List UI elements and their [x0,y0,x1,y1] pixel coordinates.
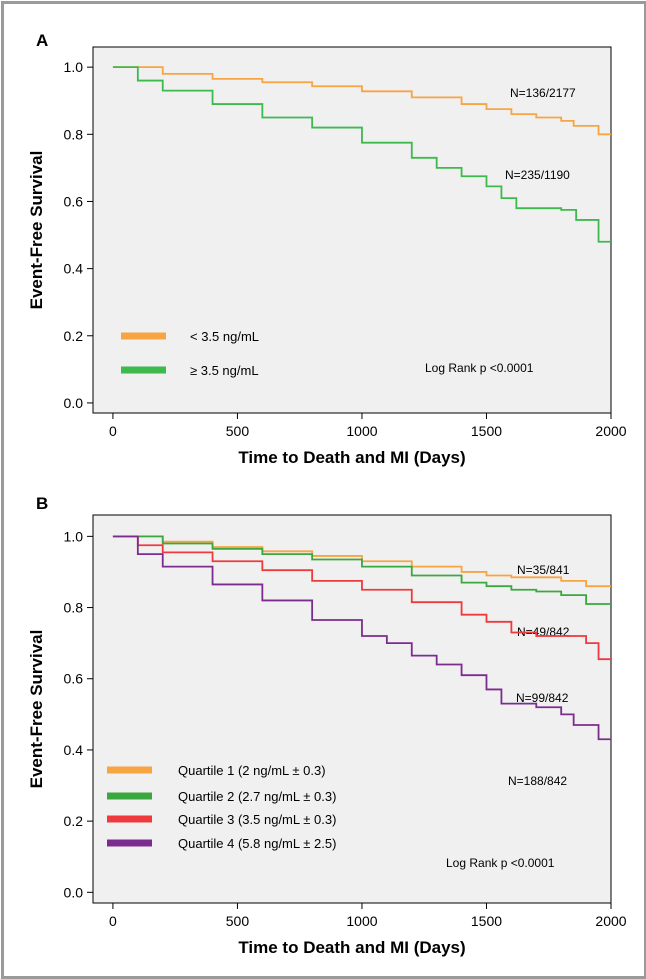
x-tick-label: 500 [226,913,250,929]
series-line-1 [112,66,611,136]
count-label-2: N=235/1190 [505,168,570,182]
x-tick-label: 0 [109,913,117,929]
y-tick-label: 0.6 [64,193,84,209]
y-tick-label: 0.4 [64,742,84,758]
legend-label-2: ≥ 3.5 ng/mL [190,363,259,378]
series-line-4 [112,535,611,741]
legend-label-1: < 3.5 ng/mL [190,329,259,344]
chart-panel-b: B 0.0 0.2 0.4 0.6 0.8 1.0 0 500 1000 1500 2000 Time … [27,494,627,957]
y-tick-label: 0.4 [64,261,84,277]
x-tick-label: 1000 [346,913,377,929]
y-tick-label: 0.2 [64,813,84,829]
series-line-2 [112,66,611,243]
y-tick-label: 0.6 [64,671,84,687]
y-tick-label: 0.8 [64,600,84,616]
plot-area [92,46,612,414]
y-axis-title: Event-Free Survival [27,151,46,310]
y-tick-label: 1.0 [64,528,84,544]
x-tick-label: 1000 [346,423,377,439]
x-axis-title: Time to Death and MI (Days) [238,938,465,957]
legend-label-4: Quartile 4 (5.8 ng/mL ± 2.5) [178,836,336,851]
y-tick-label: 0.2 [64,328,84,344]
plot-area [92,514,612,904]
x-tick-label: 500 [226,423,250,439]
count-label-1: N=35/841 [517,563,570,577]
x-tick-label: 0 [109,423,117,439]
legend-label-1: Quartile 1 (2 ng/mL ± 0.3) [178,763,326,778]
log-rank-annotation: Log Rank p <0.0001 [446,856,555,870]
x-tick-label: 2000 [595,913,626,929]
panel-label: B [36,494,48,513]
x-tick-label: 2000 [595,423,626,439]
x-axis-title: Time to Death and MI (Days) [238,448,465,467]
series-line-3 [112,535,611,661]
legend-label-3: Quartile 3 (3.5 ng/mL ± 0.3) [178,812,336,827]
y-tick-label: 0.0 [64,884,84,900]
panel-label: A [36,31,48,50]
count-label-4: N=188/842 [508,774,567,788]
y-tick-label: 1.0 [64,59,84,75]
log-rank-annotation: Log Rank p <0.0001 [425,361,534,375]
x-tick-label: 1500 [471,423,502,439]
count-label-1: N=136/2177 [510,86,576,100]
x-tick-label: 1500 [471,913,502,929]
chart-panel-a: A 0.0 0.2 0.4 0.6 0.8 1.0 0 500 1000 1500 2000 Time … [27,31,627,467]
y-axis-title: Event-Free Survival [27,630,46,789]
legend-label-2: Quartile 2 (2.7 ng/mL ± 0.3) [178,789,336,804]
y-tick-label: 0.8 [64,126,84,142]
y-tick-label: 0.0 [64,395,84,411]
series-line-2 [112,535,611,605]
count-label-3: N=99/842 [516,691,569,705]
